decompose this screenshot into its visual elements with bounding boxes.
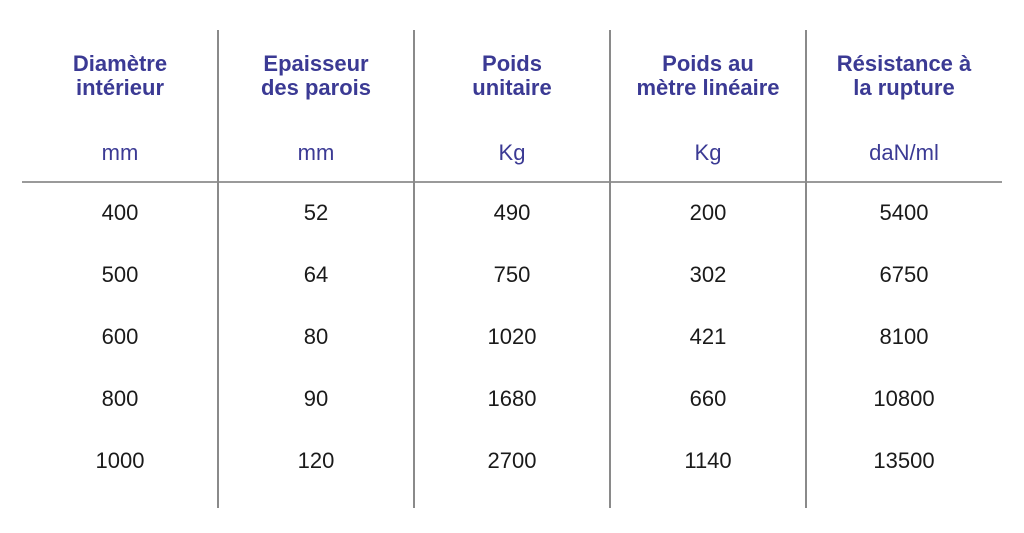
table-cell: 750 xyxy=(493,262,531,287)
column-unit: mm xyxy=(101,140,139,165)
table-cell: 10800 xyxy=(873,386,935,411)
table-cell: 400 xyxy=(101,200,139,225)
column-unit: Kg xyxy=(694,140,722,165)
column-poids-metre-lineaire: Poids au mètre linéaire Kg 200 302 421 6… xyxy=(610,30,806,508)
table-cell: 1140 xyxy=(684,448,732,473)
header-line: Poids au xyxy=(662,51,754,76)
column-epaisseur-parois: Epaisseur des parois mm 52 64 80 90 120 xyxy=(218,30,414,508)
header-divider xyxy=(22,181,1002,183)
table-cell: 660 xyxy=(689,386,727,411)
table-cell: 120 xyxy=(297,448,335,473)
table-cell: 500 xyxy=(101,262,139,287)
column-header: Diamètre intérieur xyxy=(22,52,218,100)
column-poids-unitaire: Poids unitaire Kg 490 750 1020 1680 2700 xyxy=(414,30,610,508)
table-cell: 1680 xyxy=(487,386,537,411)
header-line: la rupture xyxy=(853,75,955,100)
table-cell: 6750 xyxy=(879,262,929,287)
header-line: unitaire xyxy=(472,75,552,100)
table-cell: 2700 xyxy=(487,448,537,473)
column-resistance-rupture: Résistance à la rupture daN/ml 5400 6750… xyxy=(806,30,1002,508)
table-cell: 52 xyxy=(303,200,329,225)
column-unit: Kg xyxy=(498,140,526,165)
table-cell: 13500 xyxy=(873,448,935,473)
table-cell: 600 xyxy=(101,324,139,349)
table-cell: 1020 xyxy=(487,324,537,349)
header-line: Poids xyxy=(482,51,542,76)
specifications-table: Diamètre intérieur mm 400 500 600 800 10… xyxy=(22,30,1002,508)
header-line: mètre linéaire xyxy=(636,75,780,100)
table-cell: 80 xyxy=(303,324,329,349)
table-cell: 64 xyxy=(303,262,329,287)
table-cell: 5400 xyxy=(879,200,929,225)
table-cell: 800 xyxy=(101,386,139,411)
column-divider xyxy=(413,30,415,508)
table-cell: 90 xyxy=(303,386,329,411)
header-line: des parois xyxy=(260,75,372,100)
column-divider xyxy=(217,30,219,508)
column-diametre-interieur: Diamètre intérieur mm 400 500 600 800 10… xyxy=(22,30,218,508)
header-line: Résistance à xyxy=(836,51,972,76)
table-cell: 1000 xyxy=(95,448,145,473)
column-divider xyxy=(609,30,611,508)
column-header: Poids au mètre linéaire xyxy=(610,52,806,100)
column-header: Résistance à la rupture xyxy=(806,52,1002,100)
column-header: Epaisseur des parois xyxy=(218,52,414,100)
header-line: Epaisseur xyxy=(263,51,369,76)
table-cell: 302 xyxy=(689,262,727,287)
column-divider xyxy=(805,30,807,508)
header-line: Diamètre xyxy=(72,51,168,76)
header-line: intérieur xyxy=(75,75,165,100)
table-cell: 490 xyxy=(493,200,531,225)
table-cell: 8100 xyxy=(879,324,929,349)
table-cell: 421 xyxy=(689,324,727,349)
table-cell: 200 xyxy=(689,200,727,225)
column-header: Poids unitaire xyxy=(414,52,610,100)
column-unit: mm xyxy=(297,140,335,165)
column-unit: daN/ml xyxy=(869,140,939,165)
